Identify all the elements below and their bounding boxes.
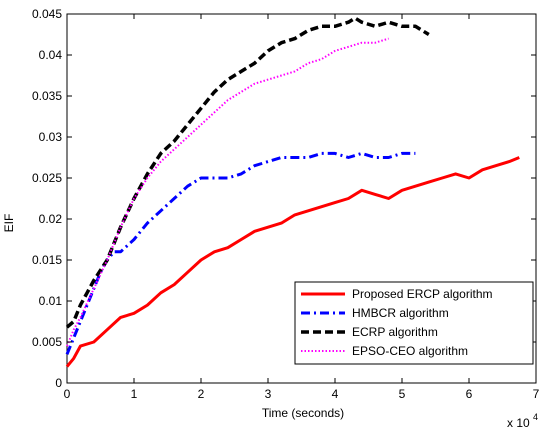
legend-box (294, 281, 534, 365)
y-tick-label: 0.02 (39, 212, 63, 226)
x-tick-label: 1 (131, 387, 138, 401)
series-layer (65, 16, 520, 368)
y-tick-label: 0.045 (32, 7, 62, 21)
y-tick-label: 0.025 (32, 171, 62, 185)
x-tick-label: 3 (265, 387, 272, 401)
legend-label: HMBCR algorithm (352, 306, 449, 320)
y-tick-label: 0.035 (32, 89, 62, 103)
x-tick-label: 2 (198, 387, 205, 401)
x-tick-label: 4 (332, 387, 339, 401)
y-axis-title: EIF (2, 214, 16, 233)
y-tick-label: 0.005 (32, 335, 62, 349)
y-tick-label: 0.01 (39, 294, 63, 308)
x-tick-label: 7 (533, 387, 540, 401)
x-axis-title: Time (seconds) (262, 406, 344, 420)
y-tick-label: 0.04 (39, 48, 63, 62)
legend-label: Proposed ERCP algorithm (352, 287, 493, 301)
legend-label: EPSO-CEO algorithm (352, 344, 468, 358)
legend-label: ECRP algorithm (352, 325, 438, 339)
y-tick-label: 0 (55, 376, 62, 390)
x-exponent-power: 4 (533, 412, 538, 422)
x-exponent-label: x 10 4 (507, 412, 538, 430)
legend: Proposed ERCP algorithm HMBCR algorithm EC… (294, 281, 534, 365)
y-tick-label: 0.015 (32, 253, 62, 267)
series-line (65, 156, 520, 368)
x-tick-label: 5 (399, 387, 406, 401)
x-exponent-base: x 10 (507, 416, 530, 430)
axis-ticks: 0 1 2 3 4 5 6 7 0 0.005 0.01 0.015 0.02 0.025 0.03 0.03… (32, 7, 540, 401)
series-line (65, 151, 416, 355)
x-tick-label: 0 (64, 387, 71, 401)
y-tick-label: 0.03 (39, 130, 63, 144)
x-tick-label: 6 (466, 387, 473, 401)
